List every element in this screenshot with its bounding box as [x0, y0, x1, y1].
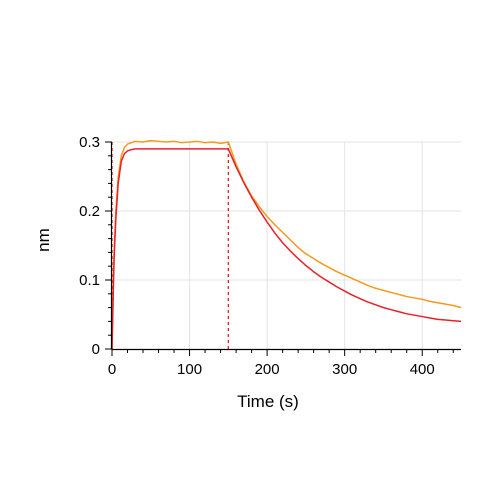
- y-tick-label: 0.3: [79, 134, 100, 151]
- x-tick-label: 400: [410, 361, 435, 378]
- vertical-markers: [111, 142, 229, 349]
- y-tick-label: 0.1: [79, 272, 100, 289]
- x-tick-label: 200: [255, 361, 280, 378]
- x-tick-label: 100: [177, 361, 202, 378]
- y-tick-label: 0.2: [79, 203, 100, 220]
- grid: [112, 141, 461, 349]
- measured-curve: [111, 139, 462, 350]
- x-tick-label: 300: [332, 361, 357, 378]
- x-axis-label: Time (s): [237, 392, 299, 411]
- fit-curve: [111, 148, 462, 350]
- axes: [110, 142, 461, 351]
- ticks: 0 100 200 300 400 0 0.1 0.2 0.3: [79, 134, 454, 378]
- x-tick-label: 0: [108, 361, 116, 378]
- y-tick-label: 0: [92, 341, 100, 358]
- y-axis-label: nm: [34, 228, 53, 252]
- series-layer: [111, 139, 462, 350]
